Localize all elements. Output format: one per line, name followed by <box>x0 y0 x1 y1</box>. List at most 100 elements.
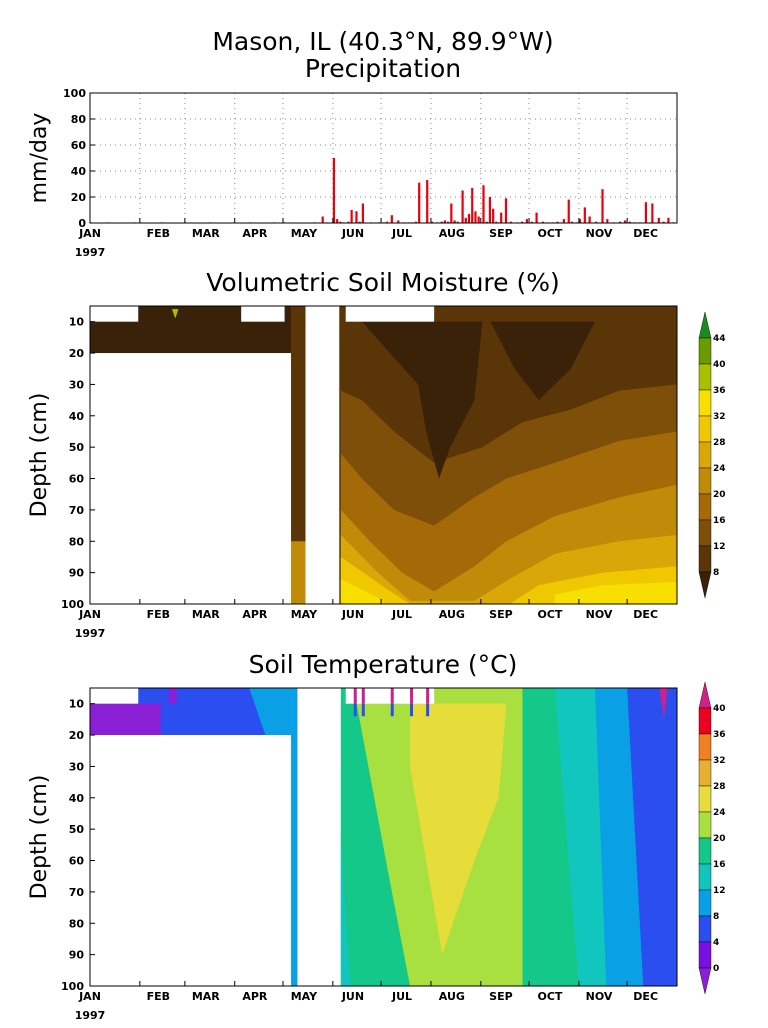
precip-bar <box>418 182 421 223</box>
y-tick-label: 100 <box>63 87 86 100</box>
temperature-band <box>291 688 298 986</box>
temperature-band <box>390 688 394 704</box>
precip-bar <box>541 221 545 223</box>
y-tick-label: 80 <box>71 113 87 126</box>
soil-moisture-frame <box>89 305 678 605</box>
precip-bar <box>361 203 364 223</box>
colorbar-label: 24 <box>713 464 726 474</box>
x-tick-label: NOV <box>586 990 613 1003</box>
x-tick-label: JUL <box>391 990 412 1003</box>
precip-bar <box>358 221 361 223</box>
colorbar-label: 8 <box>713 568 719 578</box>
x-tick-label: AUG <box>439 990 465 1003</box>
soil-temperature-panel: Soil Temperature (°C) Depth (cm) 10 20 30 4… <box>27 650 726 1022</box>
precip-bar <box>492 208 495 223</box>
colorbar-segment <box>698 811 712 839</box>
temperature-band <box>353 688 357 704</box>
y-tick-label: 60 <box>69 473 85 486</box>
y-tick-label: 60 <box>71 139 87 152</box>
precip-bar <box>477 216 480 223</box>
y-tick-label: 20 <box>69 347 85 360</box>
y-tick-label: 10 <box>69 698 85 711</box>
colorbar-label: 40 <box>713 360 726 370</box>
precip-bar <box>474 211 477 223</box>
precip-bar <box>321 216 324 223</box>
precip-bar <box>594 221 598 223</box>
precip-bar <box>562 219 566 223</box>
colorbar-label: 40 <box>713 704 726 714</box>
missing-data <box>90 306 139 322</box>
missing-data <box>90 735 292 986</box>
x-tick-label: JUN <box>341 608 364 621</box>
precip-bar <box>488 197 492 223</box>
colorbar-label: 28 <box>713 438 726 448</box>
precip-bar <box>467 213 471 223</box>
temperature-band <box>168 688 177 704</box>
colorbar-segment <box>698 785 712 813</box>
missing-data <box>345 688 435 704</box>
precip-bar <box>623 220 627 223</box>
colorbar-segment <box>698 915 712 943</box>
temperature-band <box>410 703 507 955</box>
precip-bar <box>619 221 622 223</box>
colorbar-segment <box>698 733 712 761</box>
temperature-band <box>361 688 365 704</box>
x-tick-label: FEB <box>147 608 170 621</box>
x-tick-label: AUG <box>439 227 465 240</box>
figure-title: Mason, IL (40.3°N, 89.9°W) <box>212 27 553 56</box>
colorbar-label: 28 <box>713 782 726 792</box>
x-tick-label: DEC <box>633 227 658 240</box>
x-tick-label: APR <box>242 608 268 621</box>
precip-bar <box>464 217 467 223</box>
missing-data <box>345 306 435 322</box>
x-tick-label: NOV <box>586 227 613 240</box>
precip-bar <box>482 185 485 223</box>
precip-bar <box>440 221 443 223</box>
x-tick-label: APR <box>242 990 268 1003</box>
colorbar-arrow <box>698 571 712 599</box>
precip-bar <box>644 202 648 223</box>
colorbar-label: 0 <box>713 964 719 974</box>
x-tick-label: FEB <box>147 990 170 1003</box>
precipitation-panel: Precipitation mm/day 0 20 40 60 80 100 JAN FEB… <box>27 54 678 259</box>
soil-moisture-colorbar: 8 12 16 20 24 28 32 36 40 44 <box>698 311 726 599</box>
missing-data <box>305 306 340 604</box>
precip-bar <box>336 219 339 223</box>
y-tick-label: 70 <box>69 886 85 899</box>
precip-bar <box>556 221 559 223</box>
colorbar-segment <box>698 441 712 469</box>
y-tick-label: 40 <box>71 165 87 178</box>
x-tick-label: JAN <box>78 608 101 621</box>
colorbar-label: 20 <box>713 490 726 500</box>
y-tick-label: 70 <box>69 504 85 517</box>
y-tick-label: 40 <box>69 410 85 423</box>
temperature-band <box>353 703 357 717</box>
colorbar-label: 12 <box>713 542 726 552</box>
temperature-band <box>426 688 430 704</box>
colorbar-segment <box>698 759 712 787</box>
colorbar-label: 36 <box>713 730 726 740</box>
precip-bar <box>456 221 459 223</box>
soil-moisture-title: Volumetric Soil Moisture (%) <box>206 268 560 297</box>
x-tick-label: JUN <box>341 227 364 240</box>
x-tick-label: AUG <box>439 608 465 621</box>
precip-bar <box>339 221 342 223</box>
precip-bar <box>414 221 418 223</box>
precip-bar <box>509 221 512 223</box>
soil-temperature-field <box>90 688 677 986</box>
precip-bar <box>662 221 665 223</box>
colorbar-segment <box>698 837 712 865</box>
y-tick-label: 20 <box>71 191 87 204</box>
precipitation-ylabel: mm/day <box>27 113 52 204</box>
soil-moisture-field <box>90 306 677 604</box>
precip-bar <box>504 198 508 223</box>
precipitation-year-label: 1997 <box>75 246 106 259</box>
precipitation-title: Precipitation <box>305 54 461 83</box>
colorbar-segment <box>698 889 712 917</box>
x-tick-label: MAY <box>291 227 318 240</box>
y-tick-label: 80 <box>69 535 85 548</box>
y-tick-label: 30 <box>69 378 85 391</box>
precip-bar <box>355 211 358 223</box>
colorbar-arrow <box>698 681 712 709</box>
